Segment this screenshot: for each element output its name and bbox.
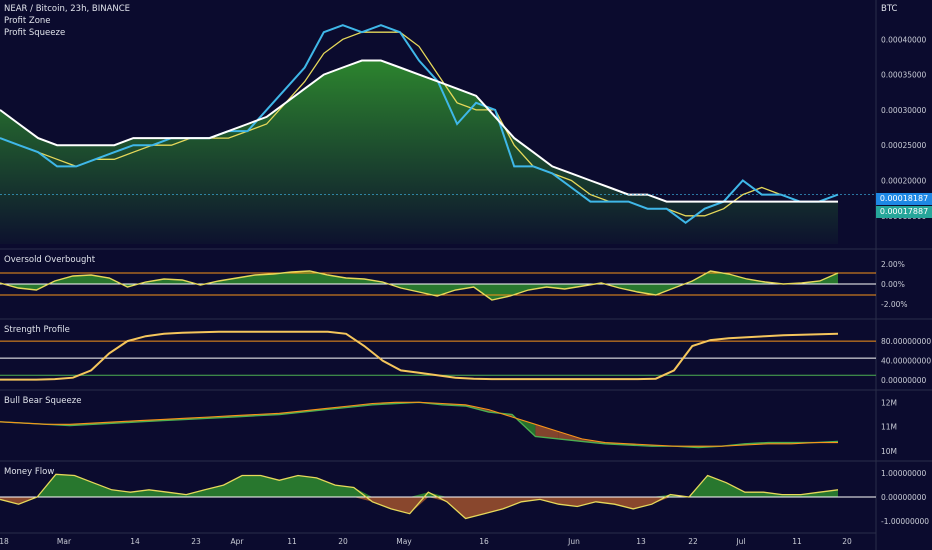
strength-tick-0: 80.00000000 <box>881 337 931 346</box>
chart-title-block: NEAR / Bitcoin, 23h, BINANCE Profit Zone… <box>4 3 130 39</box>
money-flow-tick-0: 1.00000000 <box>881 469 927 478</box>
oscillator-line <box>0 270 839 301</box>
money-flow-label[interactable]: Money Flow <box>4 467 55 477</box>
time-tick-13: 11 <box>792 537 802 546</box>
money-flow-negative-area <box>0 497 838 519</box>
time-tick-11: 22 <box>688 537 698 546</box>
squeeze-tick-1: 11M <box>881 423 897 432</box>
profit-zone-label[interactable]: Profit Zone <box>4 16 51 26</box>
time-tick-3: 23 <box>191 537 201 546</box>
squeeze-tick-0: 12M <box>881 398 897 407</box>
time-tick-9: Jun <box>567 537 580 546</box>
time-tick-4: Apr <box>231 537 245 546</box>
time-tick-12: Jul <box>735 537 745 546</box>
oscillator-area <box>0 271 838 300</box>
money-flow-positive-area <box>0 474 838 497</box>
time-tick-2: 14 <box>130 537 140 546</box>
ma-price-badge: 0.00017887 <box>876 206 932 218</box>
money-flow-tick-1: 0.00000000 <box>881 493 927 502</box>
oscillator-tick-0: 2.00% <box>881 260 905 269</box>
price-tick-3: 0.00025000 <box>881 141 927 150</box>
slow-ma-line <box>0 59 838 203</box>
time-tick-0: 18 <box>0 537 9 546</box>
price-line <box>0 24 839 225</box>
profit-squeeze-label[interactable]: Profit Squeeze <box>4 28 66 38</box>
money-flow-line <box>0 473 839 520</box>
price-tick-0: 0.00040000 <box>881 35 927 44</box>
strength-line <box>0 330 839 381</box>
time-tick-6: 20 <box>338 537 348 546</box>
time-tick-10: 13 <box>636 537 646 546</box>
squeeze-slow-line <box>0 401 838 447</box>
chart-symbol-title: NEAR / Bitcoin, 23h, BINANCE <box>4 4 131 14</box>
strength-profile-label[interactable]: Strength Profile <box>4 325 70 335</box>
time-tick-5: 11 <box>287 537 297 546</box>
fast-ma-line <box>0 31 838 217</box>
price-tick-2: 0.00030000 <box>881 106 927 115</box>
time-tick-14: 20 <box>842 537 852 546</box>
strength-tick-2: 0.00000000 <box>881 376 927 385</box>
squeeze-fill-23 <box>535 424 559 439</box>
squeeze-tick-2: 10M <box>881 447 897 456</box>
profit-zone-area <box>0 60 838 244</box>
strength-tick-1: 40.00000000 <box>881 357 931 366</box>
time-tick-7: May <box>396 537 412 546</box>
price-tick-4: 0.00020000 <box>881 176 927 185</box>
price-tick-1: 0.00035000 <box>881 71 927 80</box>
money-flow-tick-2: -1.00000000 <box>881 517 929 526</box>
oscillator-tick-1: 0.00% <box>881 280 905 289</box>
squeeze-fast-line <box>0 401 839 449</box>
time-tick-1: Mar <box>57 537 72 546</box>
oversold-overbought-label[interactable]: Oversold Overbought <box>4 255 96 265</box>
currency-label: BTC <box>881 4 898 14</box>
oscillator-tick-2: -2.00% <box>881 300 908 309</box>
last-price-badge: 0.00018187 <box>876 193 932 205</box>
bull-bear-squeeze-label[interactable]: Bull Bear Squeeze <box>4 396 82 406</box>
time-tick-8: 16 <box>479 537 489 546</box>
